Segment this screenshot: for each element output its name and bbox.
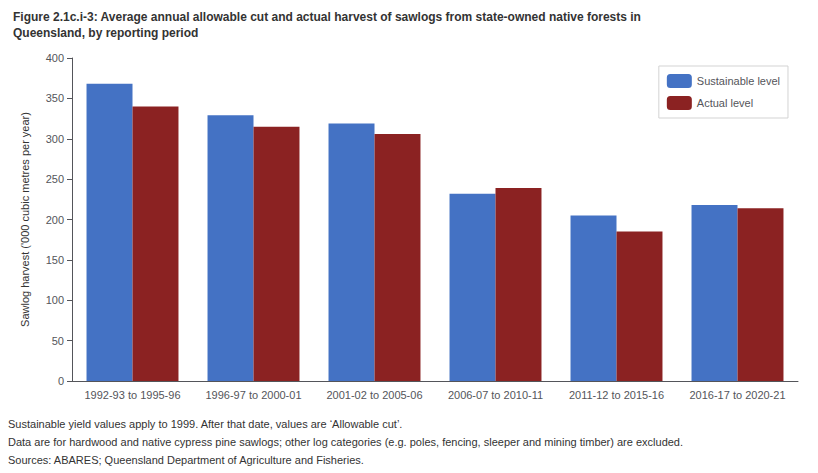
svg-text:Queensland, by reporting perio: Queensland, by reporting period [13,26,198,40]
svg-text:1992-93 to 1995-96: 1992-93 to 1995-96 [84,389,180,401]
svg-text:250: 250 [46,173,64,185]
svg-text:Figure 2.1c.i-3: Average annua: Figure 2.1c.i-3: Average annual allowabl… [13,10,641,24]
svg-text:Sawlog harvest ('000 cubic met: Sawlog harvest ('000 cubic metres per ye… [19,112,31,327]
svg-text:2006-07 to 2010-11: 2006-07 to 2010-11 [448,389,543,401]
svg-text:200: 200 [46,214,64,226]
svg-text:Sources: ABARES; Queensland De: Sources: ABARES; Queensland Department o… [8,454,364,466]
svg-text:2016-17 to 2020-21: 2016-17 to 2020-21 [689,389,785,401]
svg-text:Sustainable level: Sustainable level [697,75,780,87]
svg-text:Actual level: Actual level [697,97,753,109]
svg-text:1996-97 to 2000-01: 1996-97 to 2000-01 [205,389,301,401]
svg-text:100: 100 [46,294,64,306]
svg-text:150: 150 [46,254,64,266]
svg-text:350: 350 [46,92,64,104]
svg-text:50: 50 [52,335,64,347]
svg-text:2001-02 to 2005-06: 2001-02 to 2005-06 [326,389,422,401]
svg-text:400: 400 [46,52,64,64]
svg-text:0: 0 [58,375,64,387]
svg-text:300: 300 [46,133,64,145]
svg-text:Sustainable yield values apply: Sustainable yield values apply to 1999. … [8,418,402,430]
svg-text:Data are for hardwood and nati: Data are for hardwood and native cypress… [8,436,683,448]
svg-text:2011-12 to 2015-16: 2011-12 to 2015-16 [569,389,664,401]
